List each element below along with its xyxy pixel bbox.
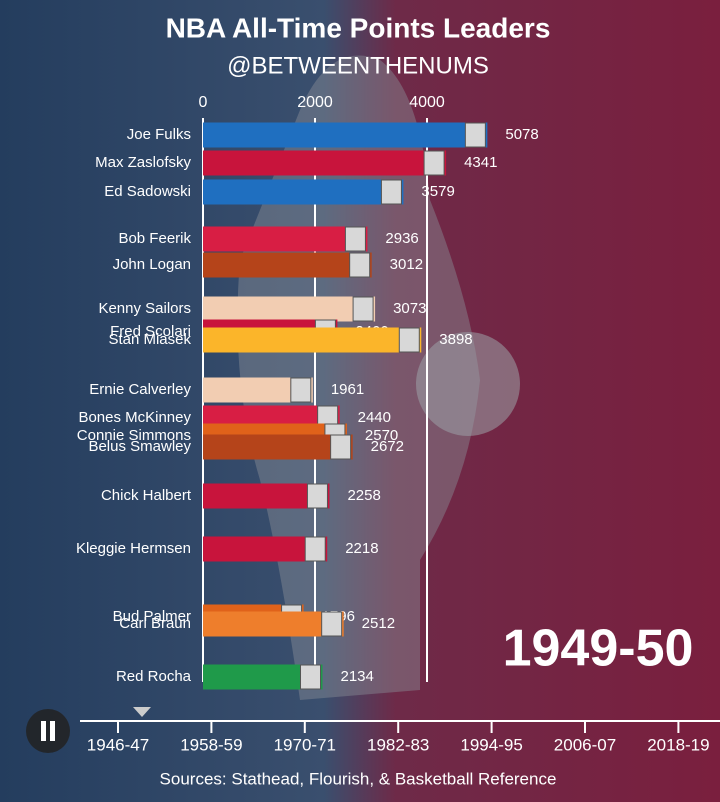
player-photo xyxy=(330,434,352,460)
x-tick-label: 2000 xyxy=(297,94,333,111)
value-label: 3898 xyxy=(439,331,472,348)
player-photo xyxy=(352,296,374,322)
timeline-label: 1982-83 xyxy=(367,735,429,754)
player-photo xyxy=(304,536,326,562)
player-photo xyxy=(321,611,343,637)
timeline-label: 2006-07 xyxy=(554,735,616,754)
subtitle: @BETWEENTHENUMS xyxy=(227,52,489,79)
category-label: Bones McKinney xyxy=(78,409,191,426)
timeline-label: 1970-71 xyxy=(274,735,336,754)
bar xyxy=(203,296,376,322)
period-label: 1949-50 xyxy=(503,620,694,678)
bar xyxy=(203,434,353,460)
x-tick-label: 4000 xyxy=(409,94,445,111)
category-label: Max Zaslofsky xyxy=(95,154,191,171)
category-label: Red Rocha xyxy=(116,668,192,685)
category-label: Bob Feerik xyxy=(118,230,191,247)
value-label: 2218 xyxy=(345,540,378,557)
value-label: 5078 xyxy=(505,126,538,143)
timeline-label: 1994-95 xyxy=(460,735,522,754)
ball xyxy=(416,332,520,436)
pause-button[interactable] xyxy=(26,709,70,753)
category-label: Fred Scolari xyxy=(110,323,191,340)
category-label: Joe Fulks xyxy=(127,126,191,143)
player-photo xyxy=(344,226,366,252)
value-label: 2134 xyxy=(341,668,374,685)
bar xyxy=(203,327,422,353)
player-photo xyxy=(398,327,420,353)
bar xyxy=(203,179,404,205)
value-label: 2258 xyxy=(347,487,380,504)
player-photo xyxy=(290,377,312,403)
value-label: 3073 xyxy=(393,300,426,317)
value-label: 3012 xyxy=(390,256,423,273)
value-label: 2440 xyxy=(358,409,391,426)
category-label: Kleggie Hermsen xyxy=(76,540,191,557)
bar xyxy=(203,611,344,637)
category-label: Chick Halbert xyxy=(101,487,192,504)
player-photo xyxy=(423,150,445,176)
value-label: 2570 xyxy=(365,427,398,444)
value-label: 4341 xyxy=(464,154,497,171)
category-label: Kenny Sailors xyxy=(98,300,191,317)
bar xyxy=(203,150,447,176)
x-tick-label: 0 xyxy=(199,94,208,111)
player-photo xyxy=(300,664,322,690)
source: Sources: Stathead, Flourish, & Basketbal… xyxy=(160,769,557,788)
pause-circle[interactable] xyxy=(26,709,70,753)
player-photo xyxy=(464,122,486,148)
category-label: Ed Sadowski xyxy=(104,183,191,200)
category-label: John Logan xyxy=(113,256,191,273)
timeline-label: 1958-59 xyxy=(180,735,242,754)
player-photo xyxy=(306,483,328,509)
value-label: 2936 xyxy=(385,230,418,247)
category-label: Belus Smawley xyxy=(88,438,191,455)
category-label: Carl Braun xyxy=(119,615,191,632)
bar xyxy=(203,252,372,278)
pause-bar xyxy=(41,721,46,741)
player-photo xyxy=(349,252,371,278)
value-label: 2672 xyxy=(371,438,404,455)
timeline-label: 2018-19 xyxy=(647,735,709,754)
category-label: Stan Miasek xyxy=(108,331,191,348)
category-label: Bud Palmer xyxy=(113,608,191,625)
value-label: 3579 xyxy=(421,183,454,200)
bar xyxy=(203,122,488,148)
timeline-label: 1946-47 xyxy=(87,735,149,754)
player-photo xyxy=(380,179,402,205)
category-label: Connie Simmons xyxy=(77,427,191,444)
pause-bar xyxy=(50,721,55,741)
chart-title: NBA All-Time Points Leaders xyxy=(166,12,551,43)
category-label: Ernie Calverley xyxy=(89,381,191,398)
value-label: 2512 xyxy=(362,615,395,632)
bar xyxy=(203,226,368,252)
value-label: 1961 xyxy=(331,381,364,398)
timeline-pointer[interactable] xyxy=(133,707,151,717)
